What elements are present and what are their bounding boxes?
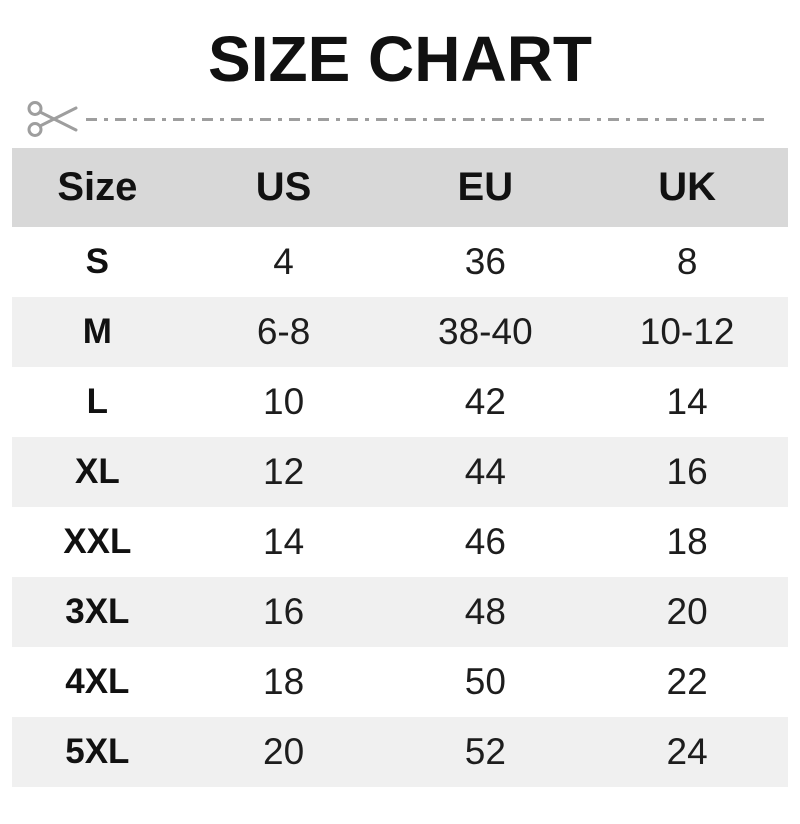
header-row: Size US EU UK: [12, 148, 788, 228]
size-cell: 4XL: [65, 662, 130, 702]
page-title: SIZE CHART: [208, 23, 592, 95]
table-row: 5XL 20 52 24: [12, 717, 788, 788]
table-row: L 10 42 14: [12, 367, 788, 437]
size-cell: L: [86, 382, 109, 422]
column-header-uk: UK: [586, 148, 788, 228]
uk-cell: 16: [666, 451, 708, 493]
size-cell: 3XL: [65, 592, 130, 632]
us-cell: 12: [263, 451, 305, 493]
eu-cell: 52: [464, 731, 506, 773]
uk-cell: 10-12: [639, 311, 735, 353]
column-header-eu: EU: [384, 148, 587, 228]
uk-cell: 22: [666, 661, 708, 703]
uk-cell: 24: [666, 731, 708, 773]
uk-cell: 14: [666, 381, 708, 423]
size-cell: M: [82, 312, 112, 352]
size-cell: S: [85, 242, 110, 282]
eu-cell: 48: [464, 591, 506, 633]
column-header-us: US: [182, 148, 385, 228]
us-cell: 10: [263, 381, 305, 423]
size-cell: 5XL: [65, 732, 130, 772]
table-row: M 6-8 38-40 10-12: [12, 297, 788, 368]
cut-line-row: [26, 98, 782, 140]
uk-cell: 8: [676, 241, 698, 283]
us-cell: 6-8: [256, 311, 311, 353]
dashed-cut-line: [86, 117, 770, 121]
size-chart-table: Size US EU UK S 4 36 8 M 6-8 38-40 10-12…: [12, 148, 788, 788]
us-cell: 16: [263, 591, 305, 633]
table-row: 3XL 16 48 20: [12, 577, 788, 648]
uk-cell: 20: [666, 591, 708, 633]
table-row: S 4 36 8: [12, 227, 788, 297]
uk-cell: 18: [666, 521, 708, 563]
size-cell: XXL: [63, 522, 132, 562]
us-cell: 14: [263, 521, 305, 563]
size-cell: XL: [74, 452, 120, 492]
table-row: XXL 14 46 18: [12, 507, 788, 577]
eu-cell: 36: [464, 241, 506, 283]
eu-cell: 46: [464, 521, 506, 563]
us-cell: 20: [263, 731, 305, 773]
scissors-icon: [27, 101, 78, 138]
eu-cell: 38-40: [438, 311, 533, 353]
eu-cell: 44: [464, 451, 506, 493]
eu-cell: 50: [464, 661, 506, 703]
us-cell: 18: [263, 661, 305, 703]
table-row: XL 12 44 16: [12, 437, 788, 508]
eu-cell: 42: [464, 381, 506, 423]
table-row: 4XL 18 50 22: [12, 647, 788, 717]
us-cell: 4: [273, 241, 294, 283]
column-header-size: Size: [12, 148, 183, 228]
